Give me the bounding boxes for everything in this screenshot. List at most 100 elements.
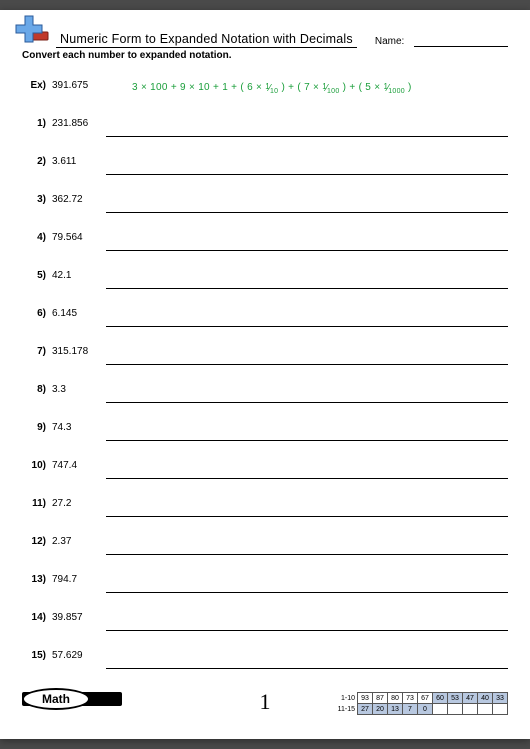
worksheet-page: Numeric Form to Expanded Notation with D… [0, 10, 530, 739]
problem-value: 747.4 [48, 460, 106, 485]
answer-area[interactable] [106, 143, 508, 181]
problem-value: 6.145 [48, 308, 106, 333]
answer-area[interactable] [106, 181, 508, 219]
problem-row: 7)315.178 [22, 333, 508, 371]
answer-area[interactable] [106, 219, 508, 257]
page-number: 1 [260, 689, 271, 715]
answer-area[interactable] [106, 371, 508, 409]
answer-area[interactable] [106, 333, 508, 371]
example-value: 391.675 [48, 80, 106, 105]
score-cell: 20 [373, 704, 388, 715]
math-label: Math [22, 688, 90, 710]
math-badge: Math [22, 688, 122, 710]
problem-value: 315.178 [48, 346, 106, 371]
name-input-line[interactable] [414, 46, 508, 47]
answer-line [106, 478, 508, 479]
problem-value: 3.3 [48, 384, 106, 409]
answer-line [106, 668, 508, 669]
problem-value: 3.611 [48, 156, 106, 181]
problem-row: 5)42.1 [22, 257, 508, 295]
problem-number: 4) [22, 232, 48, 257]
score-grid: 1-1093878073676053474033 11-1527201370 [336, 692, 509, 715]
problem-row: 12)2.37 [22, 523, 508, 561]
score-cell: 67 [418, 693, 433, 704]
answer-line [106, 364, 508, 365]
example-row: Ex) 391.675 3 × 100 + 9 × 10 + 1 + ( 6 ×… [22, 67, 508, 105]
problem-value: 794.7 [48, 574, 106, 599]
footer: Math 1 1-1093878073676053474033 11-15272… [22, 685, 508, 713]
problem-row: 11)27.2 [22, 485, 508, 523]
score-cell-empty [448, 704, 463, 715]
score-cell: 13 [388, 704, 403, 715]
problem-row: 9)74.3 [22, 409, 508, 447]
answer-line [106, 554, 508, 555]
answer-area[interactable] [106, 599, 508, 637]
score-cell: 47 [463, 693, 478, 704]
score-range-label: 1-10 [336, 693, 358, 704]
score-cell: 7 [403, 704, 418, 715]
problem-number: 13) [22, 574, 48, 599]
problem-number: 7) [22, 346, 48, 371]
answer-line [106, 516, 508, 517]
answer-line [106, 288, 508, 289]
problem-row: 10)747.4 [22, 447, 508, 485]
score-cell: 33 [493, 693, 508, 704]
score-cell-empty [463, 704, 478, 715]
problem-row: 13)794.7 [22, 561, 508, 599]
score-cell: 87 [373, 693, 388, 704]
score-cell: 60 [433, 693, 448, 704]
problem-value: 42.1 [48, 270, 106, 295]
answer-area[interactable] [106, 637, 508, 675]
answer-area[interactable] [106, 295, 508, 333]
problem-row: 3)362.72 [22, 181, 508, 219]
answer-area[interactable] [106, 523, 508, 561]
problem-value: 27.2 [48, 498, 106, 523]
answer-area[interactable] [106, 561, 508, 599]
problem-value: 362.72 [48, 194, 106, 219]
problem-value: 57.629 [48, 650, 106, 675]
problem-value: 79.564 [48, 232, 106, 257]
answer-line [106, 250, 508, 251]
problem-number: 3) [22, 194, 48, 219]
score-cell: 53 [448, 693, 463, 704]
answer-area[interactable] [106, 447, 508, 485]
worksheet-title: Numeric Form to Expanded Notation with D… [56, 32, 357, 48]
score-cell: 0 [418, 704, 433, 715]
answer-line [106, 630, 508, 631]
problem-number: 12) [22, 536, 48, 561]
problem-row: 14)39.857 [22, 599, 508, 637]
problem-row: 2)3.611 [22, 143, 508, 181]
answer-line [106, 402, 508, 403]
score-cell: 27 [358, 704, 373, 715]
problem-row: 15)57.629 [22, 637, 508, 675]
problem-number: 2) [22, 156, 48, 181]
score-range-label: 11-15 [336, 704, 358, 715]
answer-line [106, 212, 508, 213]
score-cell: 80 [388, 693, 403, 704]
answer-line [106, 440, 508, 441]
score-cell: 40 [478, 693, 493, 704]
answer-area[interactable] [106, 257, 508, 295]
answer-area[interactable] [106, 485, 508, 523]
problem-row: 6)6.145 [22, 295, 508, 333]
score-cell-empty [433, 704, 448, 715]
answer-area[interactable] [106, 105, 508, 143]
answer-area[interactable] [106, 409, 508, 447]
problem-number: 6) [22, 308, 48, 333]
plus-minus-icon [12, 14, 52, 48]
problem-number: 1) [22, 118, 48, 143]
problem-number: 8) [22, 384, 48, 409]
instruction-text: Convert each number to expanded notation… [22, 50, 508, 61]
problem-row: 1)231.856 [22, 105, 508, 143]
problem-row: 4)79.564 [22, 219, 508, 257]
answer-line [106, 326, 508, 327]
problem-number: 11) [22, 498, 48, 523]
example-label: Ex) [22, 80, 48, 105]
problem-value: 2.37 [48, 536, 106, 561]
problem-list: Ex) 391.675 3 × 100 + 9 × 10 + 1 + ( 6 ×… [22, 67, 508, 675]
problem-number: 10) [22, 460, 48, 485]
answer-line [106, 592, 508, 593]
header: Numeric Form to Expanded Notation with D… [22, 20, 508, 48]
problem-row: 8)3.3 [22, 371, 508, 409]
problem-value: 74.3 [48, 422, 106, 447]
